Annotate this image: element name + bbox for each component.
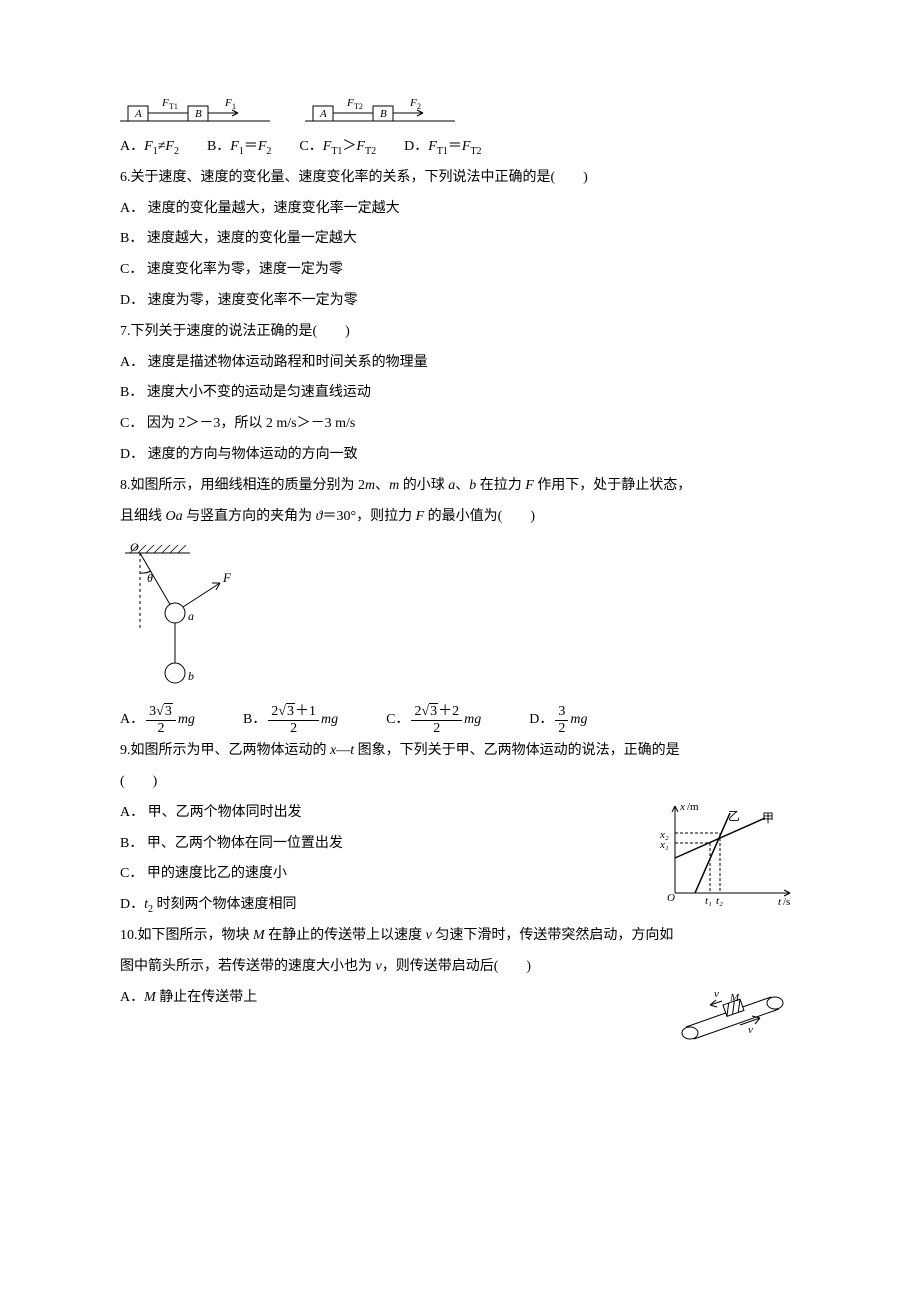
svg-text:a: a — [188, 609, 194, 623]
q9-option-B: B． 甲、乙两个物体在同一位置出发 — [120, 829, 630, 860]
svg-text:v: v — [748, 1024, 753, 1036]
q7-option-D: D． 速度的方向与物体运动的方向一致 — [120, 440, 800, 471]
q6-option-C: C． 速度变化率为零，速度一定为零 — [120, 255, 800, 286]
q5-option-D: D．FT1＝FT2 — [404, 132, 481, 163]
q10-option-A: A．M 静止在传送带上 — [120, 983, 650, 1014]
q10-figure: M v v — [670, 983, 800, 1053]
q7-option-A: A． 速度是描述物体运动路程和时间关系的物理量 — [120, 348, 800, 379]
q9-stem-line2: ( ) — [120, 767, 800, 798]
svg-text:O: O — [130, 540, 139, 554]
svg-text:B: B — [195, 108, 202, 120]
svg-text:t: t — [778, 896, 782, 908]
q5-options: A．F1≠F2 B．F1＝F2 C．FT1＞FT2 D．FT1＝FT2 — [120, 132, 800, 163]
svg-text:F: F — [161, 97, 169, 109]
svg-text:F: F — [222, 570, 232, 585]
q8-option-A: A．332mg — [120, 704, 195, 736]
svg-text:A: A — [319, 108, 327, 120]
q8-option-B: B．23＋12mg — [243, 704, 338, 736]
q5-option-A: A．F1≠F2 — [120, 132, 179, 163]
svg-text:1: 1 — [232, 102, 236, 111]
q10-stem-line1: 10.如下图所示，物块 M 在静止的传送带上以速度 v 匀速下滑时，传送带突然启… — [120, 921, 800, 952]
q8-option-D: D．32mg — [529, 704, 587, 736]
svg-text:t₂: t₂ — [716, 895, 723, 907]
q5-figure: A B F T1 F 1 A B F T2 F 2 — [120, 96, 800, 126]
svg-text:F: F — [224, 97, 232, 109]
svg-text:b: b — [188, 669, 194, 683]
q9-stem-line1: 9.如图所示为甲、乙两物体运动的 x—t 图象，下列关于甲、乙两物体运动的说法，… — [120, 736, 800, 767]
q6-option-B: B． 速度越大，速度的变化量一定越大 — [120, 224, 800, 255]
q6-option-A: A． 速度的变化量越大，速度变化率一定越大 — [120, 194, 800, 225]
q5-option-C: C．FT1＞FT2 — [299, 132, 376, 163]
q8-stem-line2: 且细线 Oa 与竖直方向的夹角为 ϑ＝30°，则拉力 F 的最小值为( ) — [120, 502, 800, 533]
svg-text:x: x — [679, 801, 685, 813]
svg-text:F: F — [409, 97, 417, 109]
svg-text:2: 2 — [417, 102, 421, 111]
svg-text:F: F — [346, 97, 354, 109]
svg-text:A: A — [134, 108, 142, 120]
q7-option-B: B． 速度大小不变的运动是匀速直线运动 — [120, 378, 800, 409]
q6-option-D: D． 速度为零，速度变化率不一定为零 — [120, 286, 800, 317]
svg-text:t₁: t₁ — [705, 895, 712, 907]
svg-text:T2: T2 — [354, 102, 363, 111]
q8-options: A．332mg B．23＋12mg C．23＋22mg D．32mg — [120, 704, 800, 736]
q10-diagram-svg: M v v — [670, 983, 800, 1053]
q8-stem-line1: 8.如图所示，用细线相连的质量分别为 2m、m 的小球 a、b 在拉力 F 作用… — [120, 471, 800, 502]
svg-text:v: v — [714, 988, 719, 1000]
q6-stem: 6.关于速度、速度的变化量、速度变化率的关系，下列说法中正确的是( ) — [120, 163, 800, 194]
q5-diagram-svg: A B F T1 F 1 A B F T2 F 2 — [120, 96, 460, 126]
svg-text:T1: T1 — [169, 102, 178, 111]
q10-stem-line2: 图中箭头所示，若传送带的速度大小也为 v，则传送带启动后( ) — [120, 952, 800, 983]
svg-text:θ: θ — [147, 571, 153, 585]
svg-text:O: O — [667, 892, 675, 904]
svg-text:甲: 甲 — [762, 811, 774, 825]
svg-text:/s: /s — [783, 896, 790, 908]
q9-diagram-svg: x/m t/s O 乙 甲 x₂ x₁ t₁ t₂ — [650, 798, 800, 908]
q9-option-C: C． 甲的速度比乙的速度小 — [120, 859, 630, 890]
q9-option-A: A． 甲、乙两个物体同时出发 — [120, 798, 630, 829]
q9-figure: x/m t/s O 乙 甲 x₂ x₁ t₁ t₂ — [650, 798, 800, 908]
q8-figure: O θ a b F — [120, 538, 800, 698]
svg-text:/m: /m — [687, 801, 699, 813]
q8-diagram-svg: O θ a b F — [120, 538, 250, 698]
q7-stem: 7.下列关于速度的说法正确的是( ) — [120, 317, 800, 348]
q8-option-C: C．23＋22mg — [386, 704, 481, 736]
svg-text:M: M — [729, 992, 740, 1004]
svg-text:乙: 乙 — [728, 809, 740, 823]
svg-text:x₁: x₁ — [659, 839, 669, 851]
svg-text:B: B — [380, 108, 387, 120]
q9-option-D: D．t2 时刻两个物体速度相同 — [120, 890, 630, 921]
q5-option-B: B．F1＝F2 — [207, 132, 271, 163]
q7-option-C: C． 因为 2＞－3，所以 2 m/s＞－3 m/s — [120, 409, 800, 440]
